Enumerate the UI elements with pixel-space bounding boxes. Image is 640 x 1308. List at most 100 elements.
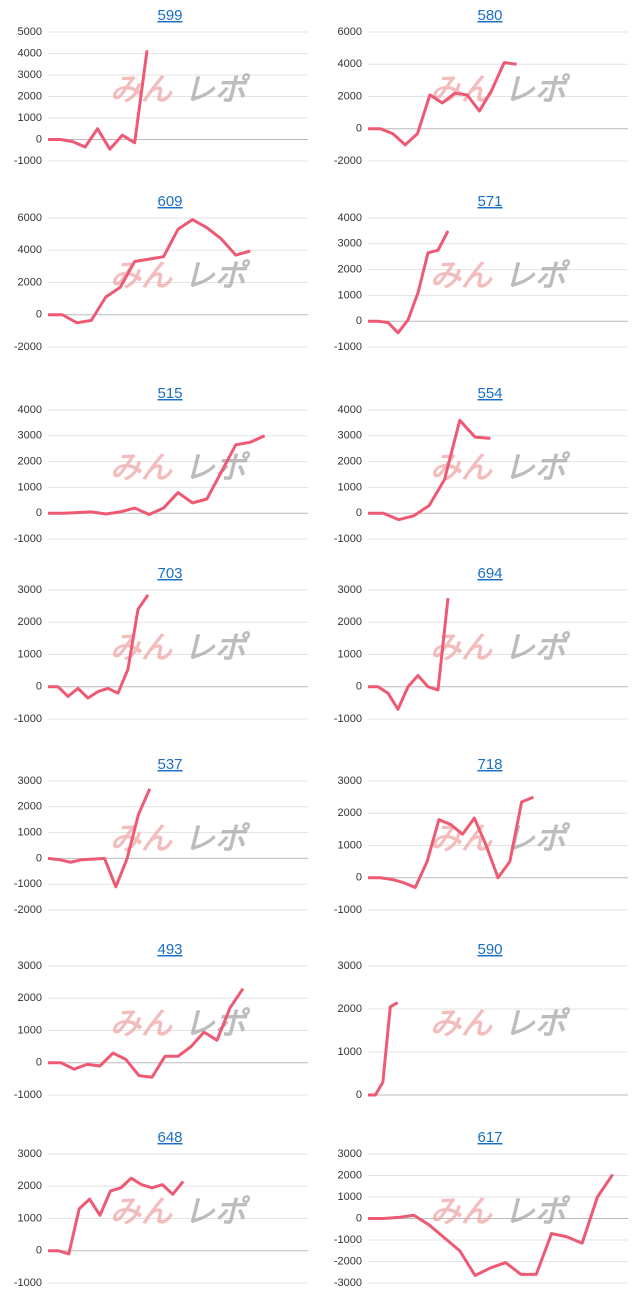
y-tick-label: 2000	[338, 1003, 362, 1015]
watermark: みん レポ	[110, 1194, 251, 1229]
y-tick-label: 1000	[338, 481, 362, 493]
y-tick-label: 0	[36, 133, 42, 145]
watermark-part: みん	[110, 630, 173, 665]
series-line	[368, 61, 517, 147]
chart-title[interactable]: 590	[477, 941, 502, 958]
y-tick-label: 1000	[18, 1024, 42, 1036]
chart-title[interactable]: 718	[477, 756, 502, 773]
y-tick-label: 1000	[338, 839, 362, 851]
watermark-part: レポ	[504, 258, 571, 293]
y-tick-label: 2000	[338, 807, 362, 819]
y-tick-label: -1000	[334, 713, 362, 725]
y-tick-label: 1000	[338, 289, 362, 301]
y-tick-label: -1000	[334, 1234, 362, 1246]
chart-title[interactable]: 609	[157, 193, 182, 210]
y-tick-label: 2000	[18, 456, 42, 468]
watermark-part: レポ	[504, 72, 571, 107]
y-tick-label: 1000	[18, 827, 42, 839]
watermark-part: みん	[430, 630, 493, 665]
y-tick-label: 3000	[338, 584, 362, 596]
y-tick-label: 0	[356, 872, 362, 884]
y-tick-label: 3000	[338, 775, 362, 787]
y-tick-label: 3000	[18, 430, 42, 442]
chart-title[interactable]: 580	[477, 7, 502, 24]
y-tick-label: 2000	[338, 1169, 362, 1181]
watermark-part: レポ	[184, 258, 251, 293]
watermark-part: レポ	[504, 630, 571, 665]
watermark: みん レポ	[430, 258, 571, 293]
y-tick-label: 2000	[18, 276, 42, 288]
watermark: みん レポ	[110, 1006, 251, 1041]
chart-title[interactable]: 554	[477, 385, 502, 402]
y-tick-label: 0	[36, 681, 42, 693]
y-tick-label: -3000	[334, 1277, 362, 1289]
chart-title[interactable]: 571	[477, 193, 502, 210]
series-line	[368, 1173, 614, 1277]
series-line	[48, 50, 149, 151]
chart-title[interactable]: 537	[157, 756, 182, 773]
y-tick-label: -1000	[334, 904, 362, 916]
watermark: みん レポ	[430, 1006, 571, 1041]
y-tick-label: 0	[356, 1212, 362, 1224]
watermark: みん レポ	[110, 630, 251, 665]
watermark: みん レポ	[430, 630, 571, 665]
watermark-part: レポ	[184, 630, 251, 665]
watermark-part: レポ	[184, 1194, 251, 1229]
watermark-part: みん	[430, 1194, 493, 1229]
chart-title[interactable]: 515	[157, 385, 182, 402]
series-line	[368, 1001, 399, 1097]
watermark-part: みん	[430, 450, 493, 485]
watermark-part: みん	[110, 821, 173, 856]
y-tick-label: 3000	[338, 1148, 362, 1160]
y-tick-label: 0	[36, 1245, 42, 1257]
y-tick-label: 2000	[18, 616, 42, 628]
y-tick-label: 0	[356, 315, 362, 327]
series-line	[368, 230, 450, 335]
chart-title[interactable]: 694	[477, 565, 502, 582]
chart-title[interactable]: 493	[157, 941, 182, 958]
chart-title[interactable]: 703	[157, 565, 182, 582]
series-line	[48, 434, 266, 516]
series-line	[47, 788, 152, 889]
y-tick-label: 0	[356, 681, 362, 693]
series-line	[48, 593, 150, 700]
y-tick-label: 2000	[18, 801, 42, 813]
watermark: みん レポ	[110, 821, 251, 856]
watermark-part: みん	[110, 1194, 173, 1229]
y-tick-label: -1000	[14, 533, 42, 545]
y-tick-label: -1000	[14, 1277, 42, 1289]
chart-title[interactable]: 648	[157, 1129, 182, 1146]
y-tick-label: 1000	[18, 648, 42, 660]
watermark: みん レポ	[110, 72, 251, 107]
series-line	[48, 218, 251, 325]
y-tick-label: 5000	[18, 26, 42, 38]
watermark-part: レポ	[184, 821, 251, 856]
y-tick-label: -2000	[14, 904, 42, 916]
y-tick-label: -1000	[334, 533, 362, 545]
y-tick-label: 2000	[338, 456, 362, 468]
y-tick-label: 1000	[18, 481, 42, 493]
y-tick-label: 0	[356, 1089, 362, 1101]
y-tick-label: 2000	[18, 1180, 42, 1192]
y-tick-label: 4000	[338, 58, 362, 70]
y-tick-label: 4000	[338, 212, 362, 224]
watermark-part: みん	[110, 1006, 173, 1041]
y-tick-label: 6000	[338, 26, 362, 38]
y-tick-label: 1000	[338, 1046, 362, 1058]
watermark-part: レポ	[184, 72, 251, 107]
watermark: みん レポ	[430, 72, 571, 107]
chart-title[interactable]: 599	[157, 7, 182, 24]
chart-title[interactable]: 617	[477, 1129, 502, 1146]
y-tick-label: 3000	[18, 960, 42, 972]
y-tick-label: 2000	[338, 264, 362, 276]
watermark-part: みん	[110, 450, 173, 485]
series-line	[368, 418, 491, 522]
y-tick-label: 1000	[18, 1212, 42, 1224]
y-tick-label: 3000	[18, 69, 42, 81]
y-tick-label: -2000	[334, 1255, 362, 1267]
y-tick-label: 0	[36, 852, 42, 864]
y-tick-label: 4000	[18, 404, 42, 416]
series-line	[48, 987, 245, 1079]
y-tick-label: 0	[36, 507, 42, 519]
